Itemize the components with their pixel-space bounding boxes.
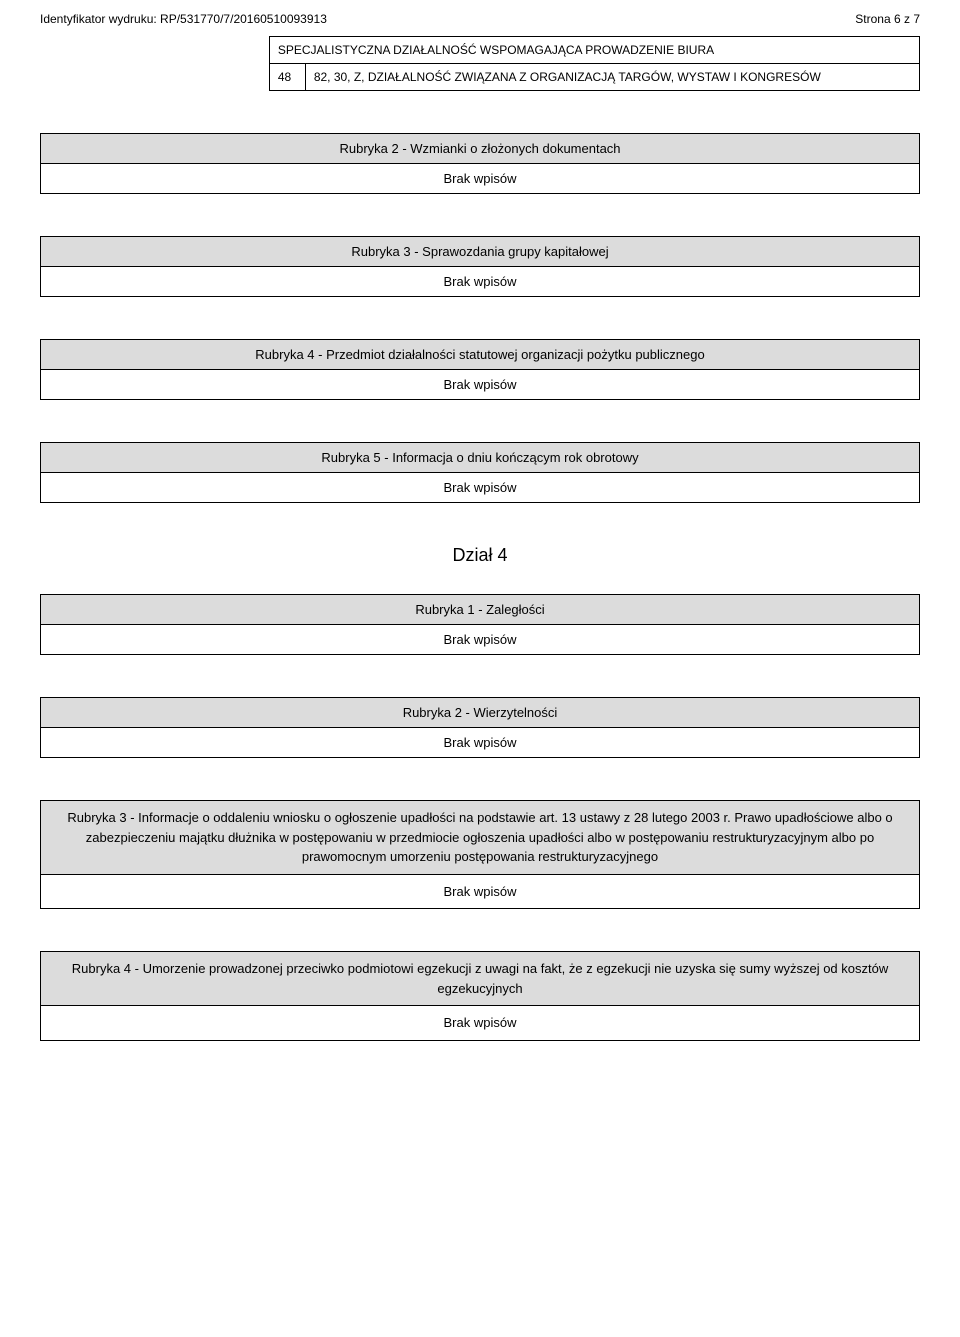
rubryka-content-row: Brak wpisów bbox=[41, 473, 920, 503]
no-entries-label: Brak wpisów bbox=[41, 370, 920, 400]
no-entries-label: Brak wpisów bbox=[41, 625, 920, 655]
rubryka-title-row: Rubryka 4 - Umorzenie prowadzonej przeci… bbox=[41, 952, 920, 1006]
no-entries-label: Brak wpisów bbox=[41, 1006, 920, 1041]
rubryka-box: Rubryka 2 - Wierzytelności Brak wpisów bbox=[40, 697, 920, 758]
activity-table: SPECJALISTYCZNA DZIAŁALNOŚĆ WSPOMAGAJĄCA… bbox=[269, 36, 920, 91]
rubryka-title: Rubryka 3 - Informacje o oddaleniu wnios… bbox=[41, 801, 920, 875]
rubryka-box: Rubryka 4 - Przedmiot działalności statu… bbox=[40, 339, 920, 400]
rubryka-title-row: Rubryka 4 - Przedmiot działalności statu… bbox=[41, 340, 920, 370]
no-entries-label: Brak wpisów bbox=[41, 728, 920, 758]
print-identifier: Identyfikator wydruku: RP/531770/7/20160… bbox=[40, 12, 327, 26]
rubryka-title-row: Rubryka 2 - Wierzytelności bbox=[41, 698, 920, 728]
rubryka-title: Rubryka 2 - Wzmianki o złożonych dokumen… bbox=[41, 134, 920, 164]
rubryka-title-row: Rubryka 3 - Informacje o oddaleniu wnios… bbox=[41, 801, 920, 875]
rubryka-title: Rubryka 4 - Przedmiot działalności statu… bbox=[41, 340, 920, 370]
activity-number-cell: 48 bbox=[269, 64, 305, 91]
rubryka-title-row: Rubryka 1 - Zaległości bbox=[41, 595, 920, 625]
rubryka-title: Rubryka 1 - Zaległości bbox=[41, 595, 920, 625]
no-entries-label: Brak wpisów bbox=[41, 164, 920, 194]
rubryka-box: Rubryka 3 - Sprawozdania grupy kapitałow… bbox=[40, 236, 920, 297]
no-entries-label: Brak wpisów bbox=[41, 874, 920, 909]
rubryka-title: Rubryka 4 - Umorzenie prowadzonej przeci… bbox=[41, 952, 920, 1006]
rubryka-content-row: Brak wpisów bbox=[41, 1006, 920, 1041]
rubryka-title-row: Rubryka 3 - Sprawozdania grupy kapitałow… bbox=[41, 237, 920, 267]
rubryka-box: Rubryka 4 - Umorzenie prowadzonej przeci… bbox=[40, 951, 920, 1041]
no-entries-label: Brak wpisów bbox=[41, 267, 920, 297]
page-header: Identyfikator wydruku: RP/531770/7/20160… bbox=[40, 12, 920, 26]
rubryka-box: Rubryka 2 - Wzmianki o złożonych dokumen… bbox=[40, 133, 920, 194]
rubryka-title: Rubryka 5 - Informacja o dniu kończącym … bbox=[41, 443, 920, 473]
rubryka-title: Rubryka 2 - Wierzytelności bbox=[41, 698, 920, 728]
no-entries-label: Brak wpisów bbox=[41, 473, 920, 503]
rubryka-content-row: Brak wpisów bbox=[41, 625, 920, 655]
rubryka-content-row: Brak wpisów bbox=[41, 728, 920, 758]
rubryka-box: Rubryka 1 - Zaległości Brak wpisów bbox=[40, 594, 920, 655]
table-row: SPECJALISTYCZNA DZIAŁALNOŚĆ WSPOMAGAJĄCA… bbox=[269, 37, 919, 64]
rubryka-title-row: Rubryka 2 - Wzmianki o złożonych dokumen… bbox=[41, 134, 920, 164]
rubryka-box: Rubryka 3 - Informacje o oddaleniu wnios… bbox=[40, 800, 920, 909]
rubryka-title: Rubryka 3 - Sprawozdania grupy kapitałow… bbox=[41, 237, 920, 267]
activity-cell: 82, 30, Z, DZIAŁALNOŚĆ ZWIĄZANA Z ORGANI… bbox=[305, 64, 919, 91]
section-heading: Dział 4 bbox=[40, 545, 920, 566]
rubryka-content-row: Brak wpisów bbox=[41, 164, 920, 194]
rubryka-content-row: Brak wpisów bbox=[41, 370, 920, 400]
rubryka-content-row: Brak wpisów bbox=[41, 267, 920, 297]
table-row: 48 82, 30, Z, DZIAŁALNOŚĆ ZWIĄZANA Z ORG… bbox=[269, 64, 919, 91]
page-number: Strona 6 z 7 bbox=[855, 12, 920, 26]
activity-cell: SPECJALISTYCZNA DZIAŁALNOŚĆ WSPOMAGAJĄCA… bbox=[269, 37, 919, 64]
rubryka-title-row: Rubryka 5 - Informacja o dniu kończącym … bbox=[41, 443, 920, 473]
rubryka-content-row: Brak wpisów bbox=[41, 874, 920, 909]
rubryka-box: Rubryka 5 - Informacja o dniu kończącym … bbox=[40, 442, 920, 503]
